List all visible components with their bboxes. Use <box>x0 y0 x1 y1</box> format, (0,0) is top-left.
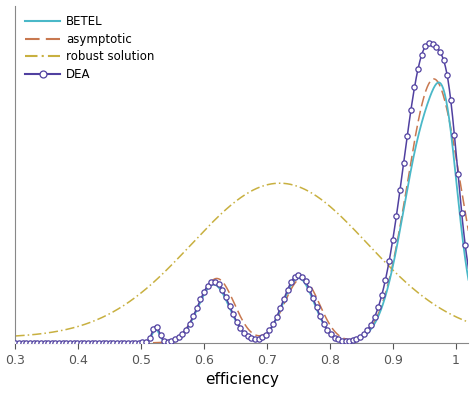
Legend: BETEL, asymptotic, robust solution, DEA: BETEL, asymptotic, robust solution, DEA <box>21 11 158 85</box>
X-axis label: efficiency: efficiency <box>205 373 279 387</box>
